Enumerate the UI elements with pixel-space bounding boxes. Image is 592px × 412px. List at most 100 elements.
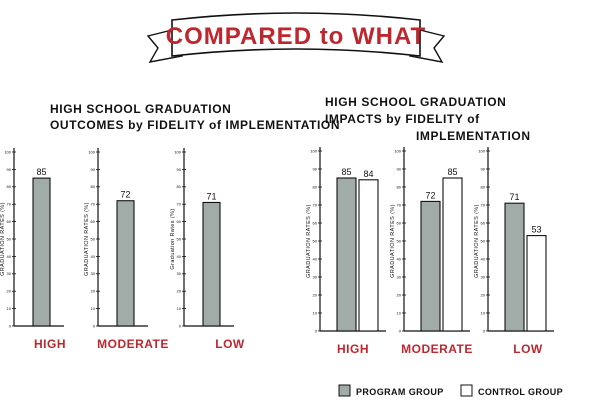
impacts-0-tick-label-20: 20 — [313, 292, 318, 297]
impacts-2-tick-label-90: 90 — [481, 166, 486, 171]
impacts-1-tick-label-60: 60 — [397, 220, 402, 225]
outcomes-0-tick-label-30: 30 — [7, 271, 12, 276]
outcomes-0-tick-label-90: 90 — [7, 167, 12, 172]
impacts-0-tick-label-60: 60 — [313, 220, 318, 225]
impacts-category-label-2: LOW — [513, 342, 543, 356]
legend-program-label: PROGRAM GROUP — [356, 387, 444, 397]
impacts-1-tick-label-0: 0 — [399, 328, 402, 333]
outcomes-2-tick-label-90: 90 — [177, 167, 182, 172]
impacts-2-tick-label-70: 70 — [481, 202, 486, 207]
impacts-2-tick-label-20: 20 — [481, 292, 486, 297]
outcomes-2-bar-program — [202, 201, 221, 327]
outcomes-1-tick-label-40: 40 — [91, 254, 96, 259]
outcomes-0-tick-label-60: 60 — [7, 219, 12, 224]
right-heading-line-2: IMPACTS by FIDELITY of — [325, 112, 480, 126]
impacts-2-tick-label-60: 60 — [481, 220, 486, 225]
impacts-category-label-0: HIGH — [337, 342, 369, 356]
outcomes-0-data-label-program: 85 — [36, 167, 46, 177]
impacts-0-tick-label-80: 80 — [313, 184, 318, 189]
outcomes-1-tick-label-80: 80 — [91, 184, 96, 189]
impacts-0-tick-label-90: 90 — [313, 166, 318, 171]
outcomes-1-bar-program — [116, 200, 135, 327]
impacts-1-tick-label-10: 10 — [397, 310, 402, 315]
impacts-1-tick-label-100: 100 — [394, 148, 401, 153]
outcomes-1-tick-label-10: 10 — [91, 306, 96, 311]
outcomes-1-y-label: GRADUATION RATES (%) — [84, 202, 90, 276]
impacts-1-y-label: GRADUATION RATES (%) — [390, 204, 396, 278]
outcomes-2-tick-label-30: 30 — [177, 271, 182, 276]
outcomes-0-tick-label-0: 0 — [9, 323, 12, 328]
impacts-2-tick-label-100: 100 — [478, 148, 485, 153]
impacts-0-bar-control — [358, 179, 379, 332]
impacts-2-bar-program — [504, 202, 525, 332]
outcomes-category-label-2: LOW — [215, 337, 245, 351]
impacts-0-tick-label-10: 10 — [313, 310, 318, 315]
outcomes-0-tick-label-80: 80 — [7, 184, 12, 189]
impacts-0-data-label-control: 84 — [363, 169, 373, 179]
outcomes-1-data-label-program: 72 — [120, 190, 130, 200]
outcomes-0-tick-label-20: 20 — [7, 289, 12, 294]
outcomes-0-tick-label-70: 70 — [7, 202, 12, 207]
outcomes-2-tick-label-20: 20 — [177, 289, 182, 294]
impacts-2-data-label-control: 53 — [531, 225, 541, 235]
impacts-1-bar-program — [420, 200, 441, 332]
impacts-2-tick-label-10: 10 — [481, 310, 486, 315]
impacts-1-data-label-program: 72 — [425, 190, 435, 200]
legend-program-swatch — [338, 384, 351, 397]
outcomes-0-tick-label-100: 100 — [4, 149, 11, 154]
impacts-0-data-label-program: 85 — [341, 167, 351, 177]
impacts-2-tick-label-40: 40 — [481, 256, 486, 261]
outcomes-1-tick-label-30: 30 — [91, 271, 96, 276]
outcomes-2-y-label: Graduation Rates (%) — [170, 208, 176, 269]
outcomes-1-tick-label-20: 20 — [91, 289, 96, 294]
outcomes-2-tick-label-0: 0 — [179, 323, 182, 328]
impacts-1-tick-label-90: 90 — [397, 166, 402, 171]
impacts-0-tick-label-30: 30 — [313, 274, 318, 279]
outcomes-2-tick-label-50: 50 — [177, 236, 182, 241]
outcomes-2-data-label-program: 71 — [206, 191, 216, 201]
impacts-2-data-label-program: 71 — [509, 192, 519, 202]
outcomes-category-label-1: MODERATE — [97, 337, 169, 351]
impacts-1-tick-label-40: 40 — [397, 256, 402, 261]
impacts-0-tick-label-100: 100 — [310, 148, 317, 153]
impacts-2-tick-label-50: 50 — [481, 238, 486, 243]
outcomes-2-tick-label-60: 60 — [177, 219, 182, 224]
outcomes-2-tick-label-40: 40 — [177, 254, 182, 259]
outcomes-0-bar-program — [32, 177, 51, 327]
impacts-1-data-label-control: 85 — [447, 167, 457, 177]
outcomes-2-tick-label-10: 10 — [177, 306, 182, 311]
outcomes-1-tick-label-50: 50 — [91, 236, 96, 241]
impacts-1-tick-label-30: 30 — [397, 274, 402, 279]
legend: PROGRAM GROUP CONTROL GROUP — [338, 384, 563, 397]
banner-ribbon — [171, 12, 421, 57]
outcomes-2-tick-label-80: 80 — [177, 184, 182, 189]
left-heading-line-2: OUTCOMES by FIDELITY of IMPLEMENTATION — [50, 118, 340, 132]
legend-control-swatch — [460, 384, 473, 397]
right-heading-line-1: HIGH SCHOOL GRADUATION — [325, 95, 506, 109]
impacts-1-bar-control — [442, 177, 463, 332]
impacts-2-tick-label-30: 30 — [481, 274, 486, 279]
impacts-2-tick-label-0: 0 — [483, 328, 486, 333]
legend-control-label: CONTROL GROUP — [478, 387, 563, 397]
impacts-1-tick-label-80: 80 — [397, 184, 402, 189]
outcomes-2-tick-label-70: 70 — [177, 202, 182, 207]
impacts-1-tick-label-20: 20 — [397, 292, 402, 297]
outcomes-0-tick-label-50: 50 — [7, 236, 12, 241]
impacts-2-y-label: GRADUATION RATES (%) — [474, 204, 480, 278]
outcomes-1-tick-label-100: 100 — [88, 149, 95, 154]
outcomes-1-tick-label-70: 70 — [91, 202, 96, 207]
banner-title: COMPARED to WHAT — [166, 23, 426, 50]
outcomes-2-tick-label-100: 100 — [174, 149, 181, 154]
impacts-1-tick-label-70: 70 — [397, 202, 402, 207]
impacts-category-label-1: MODERATE — [401, 342, 473, 356]
outcomes-0-tick-label-10: 10 — [7, 306, 12, 311]
impacts-1-tick-label-50: 50 — [397, 238, 402, 243]
impacts-0-tick-label-40: 40 — [313, 256, 318, 261]
impacts-0-y-label: GRADUATION RATES (%) — [306, 204, 312, 278]
outcomes-1-tick-label-60: 60 — [91, 219, 96, 224]
impacts-0-tick-label-50: 50 — [313, 238, 318, 243]
outcomes-0-y-label: GRADUATION RATES (%) — [0, 202, 6, 276]
